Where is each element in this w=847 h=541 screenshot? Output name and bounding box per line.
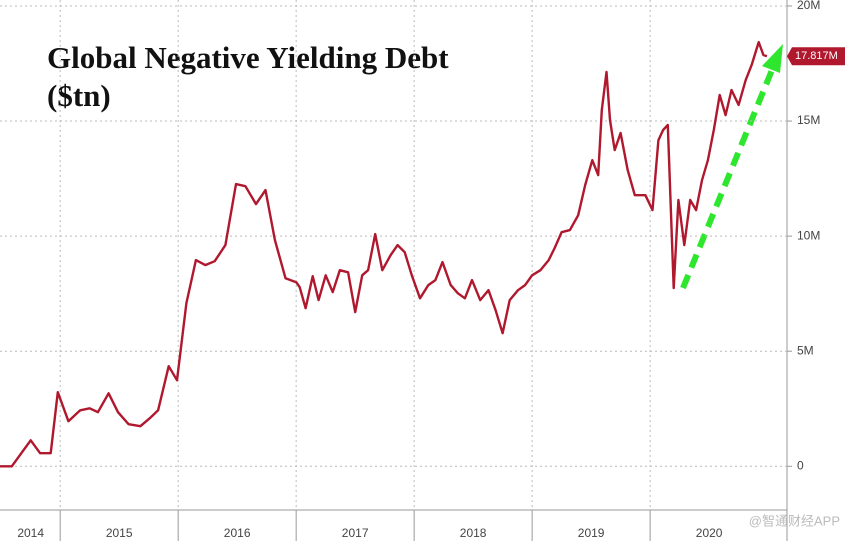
y-tick-label: 10M (797, 228, 820, 242)
x-tick-label: 2019 (578, 526, 605, 540)
watermark: @智通财经APP (749, 513, 840, 528)
x-tick-label: 2020 (696, 526, 723, 540)
last-value-box (787, 47, 845, 66)
y-tick-label: 20M (797, 0, 820, 12)
y-tick-label: 0 (797, 458, 804, 472)
x-tick-label: 2017 (342, 526, 369, 540)
chart-title: Global Negative Yielding Debt (47, 40, 449, 75)
trend-arrow (680, 44, 783, 290)
x-tick-label: 2014 (17, 526, 44, 540)
last-value-label: 17.817M (795, 50, 838, 62)
chart-subtitle: ($tn) (47, 78, 111, 113)
y-tick-label: 5M (797, 343, 814, 357)
data-line (0, 40, 768, 468)
y-tick-label: 15M (797, 113, 820, 127)
x-tick-label: 2018 (460, 526, 487, 540)
x-tick-label: 2016 (224, 526, 251, 540)
x-tick-label: 2015 (106, 526, 133, 540)
